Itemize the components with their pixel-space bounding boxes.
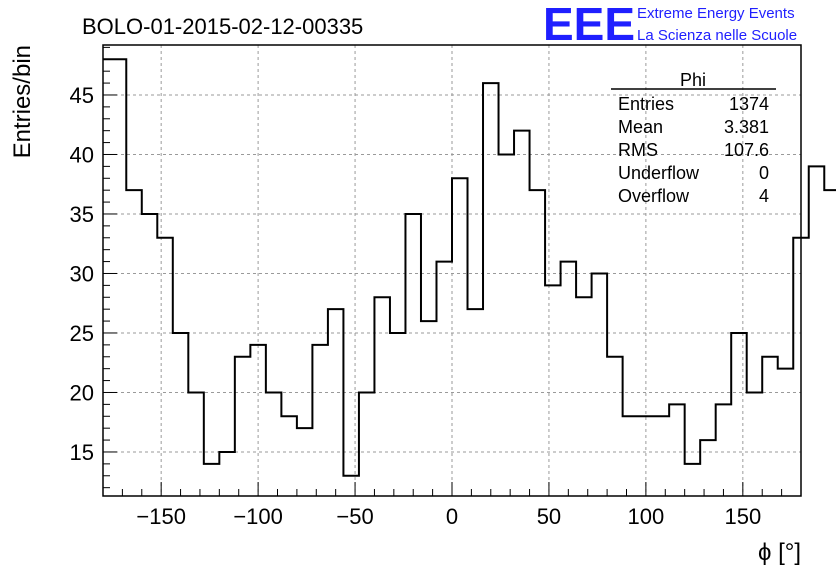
histogram-bin	[343, 476, 359, 496]
histogram-bin	[592, 273, 608, 496]
y-tick-label: 25	[70, 321, 94, 346]
histogram-bin	[359, 392, 375, 496]
histogram-bin	[126, 190, 142, 496]
histogram-bin	[778, 369, 794, 496]
histogram-bin	[436, 262, 452, 496]
histogram-bin	[157, 238, 173, 496]
x-axis-label: ϕ [°]	[758, 539, 801, 566]
histogram-bin	[685, 464, 701, 496]
histogram-bin	[731, 333, 747, 496]
histogram-bin	[188, 392, 204, 496]
histogram-bin	[266, 392, 282, 496]
stats-box: Phi Entries 1374 Mean 3.381 RMS 107.6 Underflo…	[611, 70, 776, 206]
stats-row-label: RMS	[618, 140, 658, 160]
histogram-bin	[545, 285, 561, 496]
x-tick-label: −50	[336, 504, 373, 529]
stats-row-value: 4	[759, 186, 769, 206]
histogram-bin	[421, 321, 437, 496]
stats-row-value: 1374	[729, 94, 769, 114]
stats-row-value: 3.381	[724, 117, 769, 137]
histogram-bin	[235, 357, 251, 496]
histogram-bin	[328, 309, 344, 496]
histogram-bin	[452, 178, 468, 496]
histogram-bin	[669, 404, 685, 496]
histogram-bin	[405, 214, 421, 496]
y-tick-label: 35	[70, 202, 94, 227]
y-axis-ticks: 15 20 25 30 35 40 45	[70, 46, 117, 489]
histogram-bin	[514, 131, 530, 496]
histogram-bin	[374, 297, 390, 496]
histogram-bin	[576, 297, 592, 496]
histogram-bin	[499, 154, 515, 496]
histogram-bin	[142, 214, 158, 496]
x-tick-label: 0	[446, 504, 458, 529]
histogram-bin	[468, 309, 484, 496]
logo-line-1: Extreme Energy Events	[637, 5, 795, 22]
histogram-bin	[204, 464, 220, 496]
histogram-bin	[219, 452, 235, 496]
x-tick-label: 150	[724, 504, 761, 529]
histogram-bin	[530, 190, 546, 496]
y-axis-label: Entries/bin	[9, 45, 36, 158]
histogram-bin	[654, 416, 670, 496]
histogram-bin	[390, 333, 406, 496]
stats-row-value: 0	[759, 163, 769, 183]
x-tick-label: 50	[537, 504, 561, 529]
histogram-bin	[716, 404, 732, 496]
histogram-bin	[297, 428, 313, 496]
histogram-outline	[103, 58, 836, 477]
histogram-bin	[312, 345, 328, 496]
x-tick-label: −100	[233, 504, 283, 529]
histogram-bin	[623, 416, 639, 496]
y-tick-label: 40	[70, 142, 94, 167]
stats-row-value: 107.6	[724, 140, 769, 160]
histogram-bin	[700, 440, 716, 496]
logo-mark: EEE	[543, 0, 635, 50]
y-tick-label: 20	[70, 380, 94, 405]
stats-row-label: Entries	[618, 94, 674, 114]
histogram-bin	[111, 59, 127, 496]
eee-logo: EEE Extreme Energy Events La Scienza nel…	[543, 0, 797, 50]
histogram-bin	[561, 262, 577, 496]
histogram-bin	[483, 83, 499, 496]
logo-line-2: La Scienza nelle Scuole	[637, 27, 797, 44]
histogram-bin	[281, 416, 297, 496]
histogram-bin	[762, 357, 778, 496]
x-tick-label: −150	[136, 504, 186, 529]
histogram-bin	[607, 357, 623, 496]
stats-row-label: Underflow	[618, 163, 700, 183]
histogram-bin	[809, 166, 825, 496]
y-tick-label: 45	[70, 83, 94, 108]
x-axis-ticks: −150 −100 −50 0 50 100 150	[102, 482, 802, 529]
histogram-bin	[824, 190, 836, 496]
x-tick-label: 100	[628, 504, 665, 529]
y-tick-label: 30	[70, 261, 94, 286]
chart-title: BOLO-01-2015-02-12-00335	[82, 14, 363, 39]
stats-row-label: Mean	[618, 117, 663, 137]
y-tick-label: 15	[70, 440, 94, 465]
stats-row-label: Overflow	[618, 186, 690, 206]
histogram-bin	[173, 333, 189, 496]
stats-box-name: Phi	[680, 70, 706, 90]
histogram-bin	[747, 392, 763, 496]
grid	[103, 45, 801, 496]
